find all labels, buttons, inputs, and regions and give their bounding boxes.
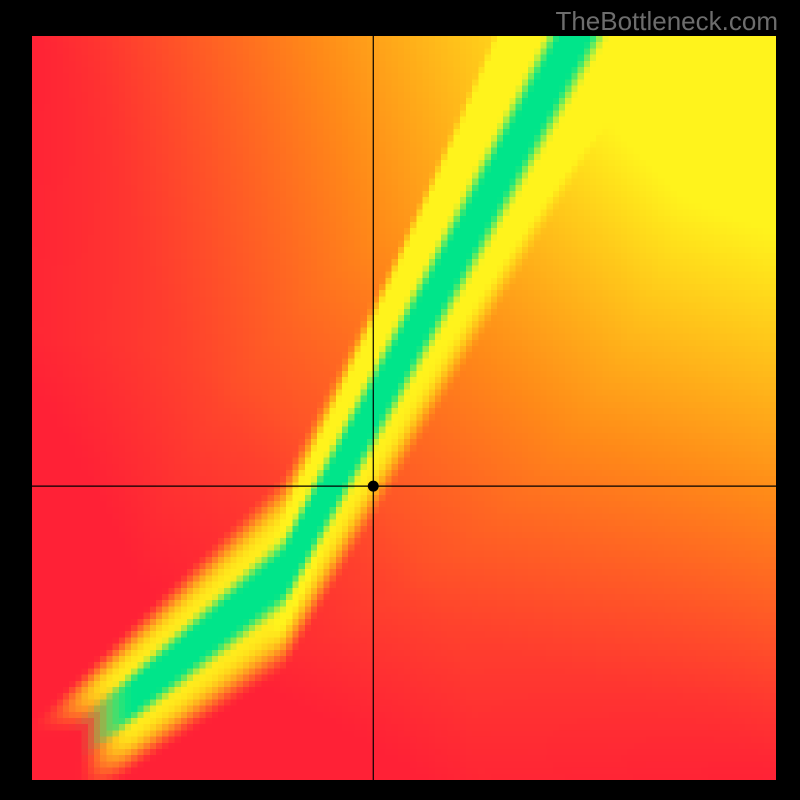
watermark-text: TheBottleneck.com [555, 6, 778, 37]
selection-marker [368, 481, 379, 492]
overlay-layer [0, 0, 800, 800]
